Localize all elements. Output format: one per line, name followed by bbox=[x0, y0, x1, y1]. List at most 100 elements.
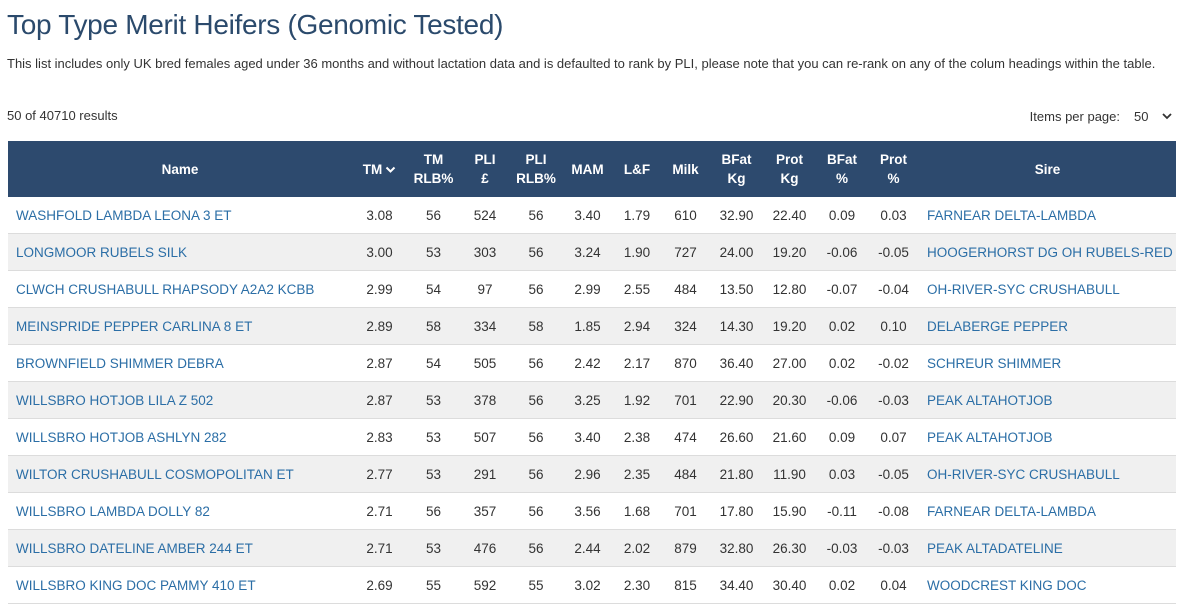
table-row: WILLSBRO HOTJOB LILA Z 502 2.87 53 378 56 3.2… bbox=[8, 381, 1176, 419]
sire-name[interactable]: HOOGERHORST DG OH RUBELS-RED bbox=[919, 233, 1176, 271]
column-header[interactable]: BFat Kg bbox=[710, 141, 763, 197]
cell-value: 19.20 bbox=[763, 233, 816, 271]
column-header[interactable]: TM bbox=[352, 141, 407, 197]
cell-value: 15.90 bbox=[763, 492, 816, 530]
cell-value: 56 bbox=[510, 492, 562, 530]
heifer-name[interactable]: WILLSBRO LAMBDA DOLLY 82 bbox=[8, 492, 352, 530]
sire-name[interactable]: WOODCREST KING DOC bbox=[919, 566, 1176, 604]
items-per-page-value: 50 bbox=[1134, 108, 1149, 124]
cell-value: 2.96 bbox=[562, 455, 613, 493]
cell-value: -0.08 bbox=[868, 492, 919, 530]
cell-value: 2.89 bbox=[352, 307, 407, 345]
table-row: LONGMOOR RUBELS SILK 3.00 53 303 56 3.24 1.90 7… bbox=[8, 233, 1176, 271]
cell-value: 22.90 bbox=[710, 381, 763, 419]
cell-value: 13.50 bbox=[710, 270, 763, 308]
heifer-name[interactable]: WILLSBRO KING DOC PAMMY 410 ET bbox=[8, 566, 352, 604]
column-header-text: RLB% bbox=[413, 171, 454, 186]
cell-value: 0.02 bbox=[816, 344, 868, 382]
cell-value: 58 bbox=[510, 307, 562, 345]
sire-name[interactable]: OH-RIVER-SYC CRUSHABULL bbox=[919, 270, 1176, 308]
cell-value: 1.92 bbox=[613, 381, 661, 419]
cell-value: -0.06 bbox=[816, 233, 868, 271]
heifer-name[interactable]: LONGMOOR RUBELS SILK bbox=[8, 233, 352, 271]
sire-name[interactable]: PEAK ALTAHOTJOB bbox=[919, 381, 1176, 419]
heifer-name[interactable]: WILLSBRO DATELINE AMBER 244 ET bbox=[8, 529, 352, 567]
cell-value: 32.80 bbox=[710, 529, 763, 567]
column-header[interactable]: Sire bbox=[919, 141, 1176, 197]
sire-name[interactable]: DELABERGE PEPPER bbox=[919, 307, 1176, 345]
sire-name[interactable]: PEAK ALTAHOTJOB bbox=[919, 418, 1176, 456]
heifer-name[interactable]: WASHFOLD LAMBDA LEONA 3 ET bbox=[8, 197, 352, 234]
cell-value: 3.56 bbox=[562, 492, 613, 530]
cell-value: 53 bbox=[407, 418, 460, 456]
column-header[interactable]: PLI £ bbox=[460, 141, 510, 197]
cell-value: 21.80 bbox=[710, 455, 763, 493]
cell-value: 55 bbox=[510, 566, 562, 604]
column-header-text: £ bbox=[481, 171, 489, 186]
sire-name[interactable]: FARNEAR DELTA-LAMBDA bbox=[919, 492, 1176, 530]
cell-value: 32.90 bbox=[710, 197, 763, 234]
cell-value: 34.40 bbox=[710, 566, 763, 604]
heifer-name[interactable]: WILLSBRO HOTJOB LILA Z 502 bbox=[8, 381, 352, 419]
column-header-text: Prot bbox=[776, 152, 803, 167]
cell-value: 879 bbox=[661, 529, 710, 567]
heifer-name[interactable]: WILLSBRO HOTJOB ASHLYN 282 bbox=[8, 418, 352, 456]
heifer-name[interactable]: MEINSPRIDE PEPPER CARLINA 8 ET bbox=[8, 307, 352, 345]
cell-value: 56 bbox=[407, 197, 460, 234]
column-header-text: % bbox=[887, 171, 900, 186]
cell-value: 53 bbox=[407, 455, 460, 493]
cell-value: 53 bbox=[407, 233, 460, 271]
column-header-text: TM bbox=[423, 152, 444, 167]
column-header[interactable]: Milk bbox=[661, 141, 710, 197]
heifer-table: Name TM TM RLB% PLI £ PLI RLB% MAM L&F Milk BFat Kg P… bbox=[8, 141, 1176, 604]
cell-value: 610 bbox=[661, 197, 710, 234]
sire-name[interactable]: FARNEAR DELTA-LAMBDA bbox=[919, 197, 1176, 234]
column-header[interactable]: L&F bbox=[613, 141, 661, 197]
cell-value: 476 bbox=[460, 529, 510, 567]
cell-value: 2.17 bbox=[613, 344, 661, 382]
cell-value: 357 bbox=[460, 492, 510, 530]
cell-value: 815 bbox=[661, 566, 710, 604]
cell-value: 2.30 bbox=[613, 566, 661, 604]
column-header[interactable]: BFat% bbox=[816, 141, 868, 197]
column-header[interactable]: PLI RLB% bbox=[510, 141, 562, 197]
cell-value: 1.85 bbox=[562, 307, 613, 345]
description: This list includes only UK bred females … bbox=[7, 56, 1156, 71]
cell-value: 2.69 bbox=[352, 566, 407, 604]
cell-value: 19.20 bbox=[763, 307, 816, 345]
column-header-text: PLI bbox=[474, 152, 496, 167]
cell-value: 592 bbox=[460, 566, 510, 604]
cell-value: 324 bbox=[661, 307, 710, 345]
cell-value: -0.02 bbox=[868, 344, 919, 382]
heifer-name[interactable]: CLWCH CRUSHABULL RHAPSODY A2A2 KCBB bbox=[8, 270, 352, 308]
cell-value: -0.03 bbox=[816, 529, 868, 567]
cell-value: 3.00 bbox=[352, 233, 407, 271]
cell-value: 2.02 bbox=[613, 529, 661, 567]
column-header[interactable]: Prot Kg bbox=[763, 141, 816, 197]
column-header[interactable]: MAM bbox=[562, 141, 613, 197]
column-header[interactable]: TM RLB% bbox=[407, 141, 460, 197]
cell-value: 54 bbox=[407, 344, 460, 382]
column-header[interactable]: Prot% bbox=[868, 141, 919, 197]
heifer-name[interactable]: WILTOR CRUSHABULL COSMOPOLITAN ET bbox=[8, 455, 352, 493]
cell-value: 3.40 bbox=[562, 197, 613, 234]
cell-value: 56 bbox=[510, 270, 562, 308]
sire-name[interactable]: PEAK ALTADATELINE bbox=[919, 529, 1176, 567]
column-header-text: PLI bbox=[525, 152, 547, 167]
cell-value: -0.03 bbox=[868, 381, 919, 419]
column-header[interactable]: Name bbox=[8, 141, 352, 197]
cell-value: 2.35 bbox=[613, 455, 661, 493]
cell-value: 0.10 bbox=[868, 307, 919, 345]
sire-name[interactable]: OH-RIVER-SYC CRUSHABULL bbox=[919, 455, 1176, 493]
cell-value: 3.25 bbox=[562, 381, 613, 419]
cell-value: 2.94 bbox=[613, 307, 661, 345]
cell-value: 2.77 bbox=[352, 455, 407, 493]
cell-value: 30.40 bbox=[763, 566, 816, 604]
page-title: Top Type Merit Heifers (Genomic Tested) bbox=[7, 9, 504, 40]
items-per-page-select[interactable]: 50 bbox=[1126, 106, 1176, 126]
cell-value: 27.00 bbox=[763, 344, 816, 382]
sire-name[interactable]: SCHREUR SHIMMER bbox=[919, 344, 1176, 382]
heifer-name[interactable]: BROWNFIELD SHIMMER DEBRA bbox=[8, 344, 352, 382]
cell-value: 56 bbox=[510, 381, 562, 419]
select-chevron bbox=[1162, 112, 1172, 119]
